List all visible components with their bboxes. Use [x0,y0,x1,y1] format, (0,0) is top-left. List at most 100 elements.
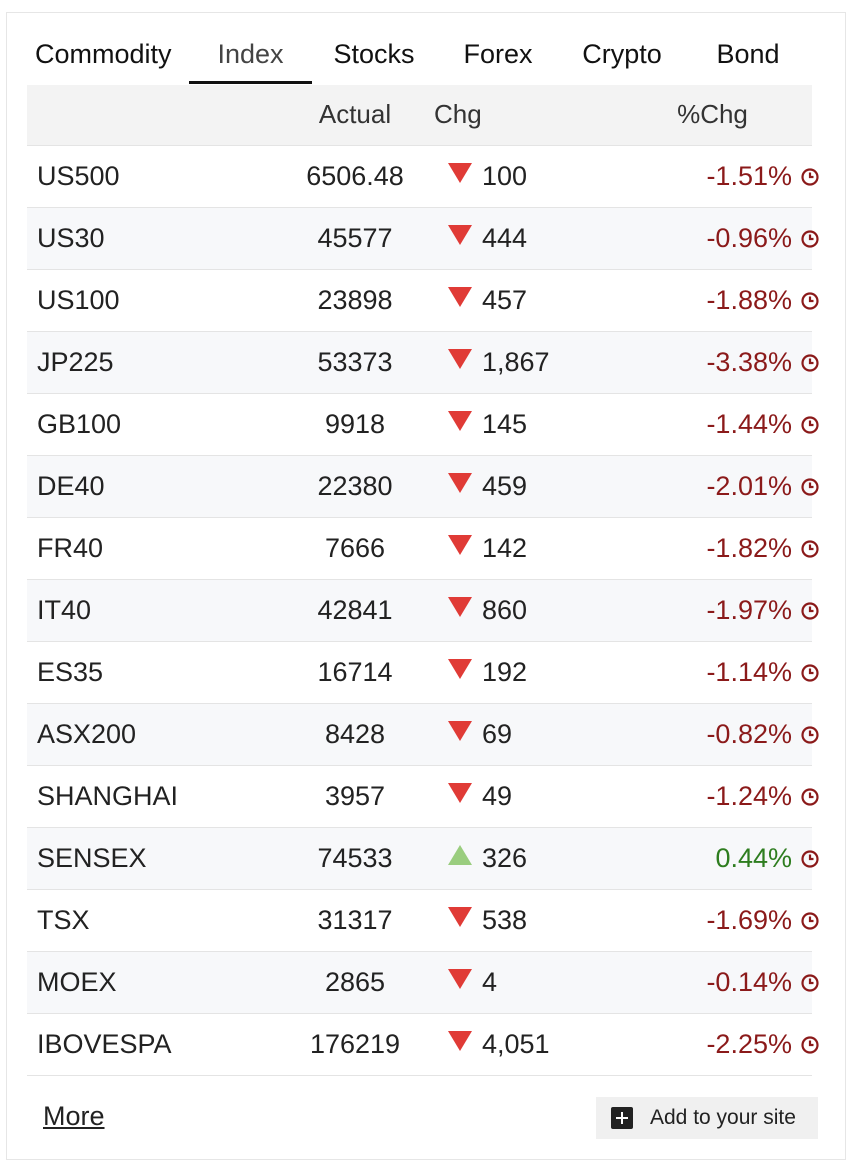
header-name [27,85,286,145]
row-symbol[interactable]: IBOVESPA [37,1028,172,1059]
row-symbol[interactable]: US500 [37,160,120,191]
row-symbol[interactable]: US30 [37,222,105,253]
row-change: 142 [424,517,585,579]
row-actual-value: 7666 [324,532,386,563]
tab-forex[interactable]: Forex [463,39,533,69]
table-row[interactable]: JP225 53373 1,867 -3.38% [27,331,819,393]
row-symbol[interactable]: IT40 [37,594,92,625]
row-actual-value: 31317 [317,904,393,935]
clock-icon[interactable] [800,911,820,931]
row-clock-cell[interactable] [800,455,819,517]
row-symbol[interactable]: DE40 [37,470,105,501]
row-symbol[interactable]: ES35 [37,656,104,687]
row-symbol[interactable]: SHANGHAI [37,780,179,811]
table-row[interactable]: ES35 16714 192 -1.14% [27,641,819,703]
table-row[interactable]: US100 23898 457 -1.88% [27,269,819,331]
clock-icon[interactable] [800,849,820,869]
triangle-down-icon [448,1030,472,1051]
row-symbol[interactable]: TSX [37,904,90,935]
row-percent-change: -1.44% [706,408,792,439]
row-percent-change: -1.14% [706,656,792,687]
clock-icon[interactable] [800,1035,820,1055]
row-symbol[interactable]: ASX200 [37,718,137,749]
table-row[interactable]: SHANGHAI 3957 49 -1.24% [27,765,819,827]
row-clock-cell[interactable] [800,703,819,765]
table-row[interactable]: IT40 42841 860 -1.97% [27,579,819,641]
row-clock-cell[interactable] [800,393,819,455]
tab-crypto[interactable]: Crypto [582,39,662,69]
clock-icon[interactable] [800,539,820,559]
row-percent-change: -3.38% [706,346,792,377]
clock-icon[interactable] [800,787,820,807]
tab-commodity[interactable]: Commodity [35,39,172,69]
clock-icon[interactable] [800,291,820,311]
table-row[interactable]: US30 45577 444 -0.96% [27,207,819,269]
row-percent-change: -2.25% [706,1028,792,1059]
row-clock-cell[interactable] [800,889,819,951]
triangle-down-icon [448,162,472,183]
table-row[interactable]: TSX 31317 538 -1.69% [27,889,819,951]
row-clock-cell[interactable] [800,827,819,889]
row-symbol[interactable]: MOEX [37,966,117,997]
more-link[interactable]: More [43,1101,105,1131]
table-row[interactable]: SENSEX 74533 326 0.44% [27,827,819,889]
row-clock-cell[interactable] [800,765,819,827]
clock-icon[interactable] [800,415,820,435]
row-percent-change: -0.96% [706,222,792,253]
tab-bond[interactable]: Bond [716,39,780,69]
row-symbol[interactable]: FR40 [37,532,104,563]
clock-icon[interactable] [800,353,820,373]
row-change: 444 [424,207,585,269]
row-percent-change: -1.51% [706,160,792,191]
clock-icon[interactable] [800,601,820,621]
row-actual-value: 74533 [317,842,393,873]
row-symbol[interactable]: GB100 [37,408,122,439]
clock-icon[interactable] [800,477,820,497]
triangle-down-icon [448,348,472,369]
header-chg: Chg [434,99,482,130]
table-row[interactable]: GB100 9918 145 -1.44% [27,393,819,455]
row-change: 69 [424,703,585,765]
table-row[interactable]: DE40 22380 459 -2.01% [27,455,819,517]
row-symbol[interactable]: SENSEX [37,842,147,873]
header-icon [800,85,812,145]
row-clock-cell[interactable] [800,331,819,393]
row-change-value: 326 [482,842,528,873]
table-row[interactable]: MOEX 2865 4 -0.14% [27,951,819,1013]
row-change: 326 [424,827,585,889]
row-change-value: 1,867 [482,346,550,377]
table-row[interactable]: US500 6506.48 100 -1.51% [27,145,819,207]
row-percent-change: -1.82% [706,532,792,563]
row-clock-cell[interactable] [800,951,819,1013]
row-clock-cell[interactable] [800,207,819,269]
row-change: 860 [424,579,585,641]
clock-icon[interactable] [800,663,820,683]
row-clock-cell[interactable] [800,579,819,641]
clock-icon[interactable] [800,229,820,249]
row-clock-cell[interactable] [800,641,819,703]
tab-index[interactable]: Index [189,28,312,84]
add-to-site-button[interactable]: Add to your site [596,1097,818,1139]
row-change: 1,867 [424,331,585,393]
clock-icon[interactable] [800,725,820,745]
triangle-down-icon [448,410,472,431]
row-change-value: 49 [482,780,513,811]
row-clock-cell[interactable] [800,145,819,207]
row-actual-value: 45577 [317,222,393,253]
clock-icon[interactable] [800,167,820,187]
row-change: 100 [424,145,585,207]
row-change-value: 457 [482,284,528,315]
row-clock-cell[interactable] [800,517,819,579]
market-widget [6,12,846,1160]
clock-icon[interactable] [800,973,820,993]
row-change: 538 [424,889,585,951]
row-clock-cell[interactable] [800,1013,819,1075]
tab-stocks[interactable]: Stocks [333,39,415,69]
table-row[interactable]: ASX200 8428 69 -0.82% [27,703,819,765]
row-clock-cell[interactable] [800,269,819,331]
row-symbol[interactable]: JP225 [37,346,114,377]
row-symbol[interactable]: US100 [37,284,120,315]
table-row[interactable]: IBOVESPA 176219 4,051 -2.25% [27,1013,819,1075]
triangle-down-icon [448,534,472,555]
table-row[interactable]: FR40 7666 142 -1.82% [27,517,819,579]
